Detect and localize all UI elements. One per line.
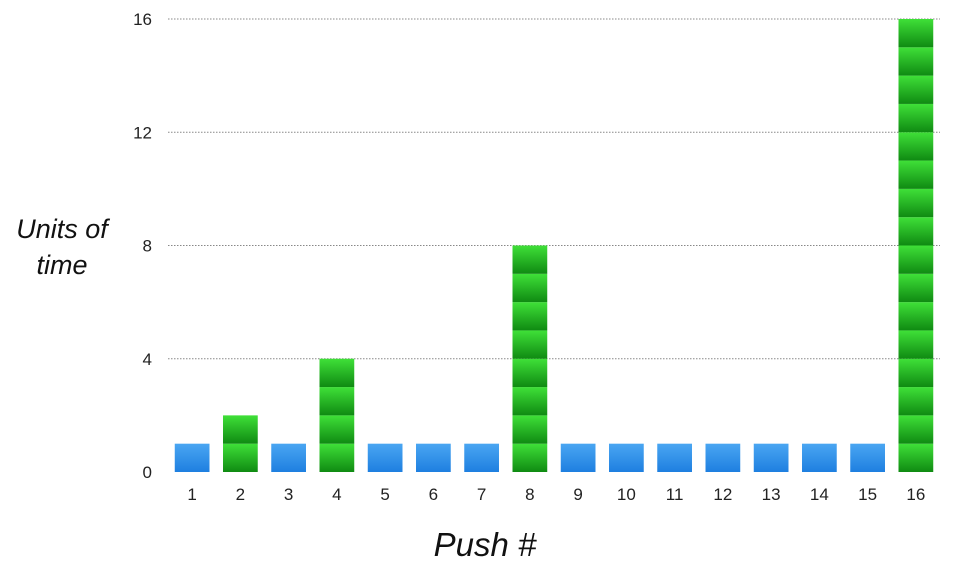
bar	[174, 443, 210, 472]
bar-segment	[898, 302, 934, 331]
bar-segment	[705, 443, 741, 472]
y-axis-label-line-1: Units of	[16, 214, 110, 244]
x-tick-label: 5	[380, 485, 389, 504]
bar-segment	[319, 387, 355, 416]
bar	[802, 443, 837, 472]
bar-segment	[223, 415, 258, 444]
gridlines	[168, 18, 940, 360]
bar-segment	[898, 217, 934, 246]
bar-segment	[512, 273, 548, 303]
bar-segment	[512, 358, 548, 388]
bar	[609, 443, 644, 472]
bar-segment	[367, 443, 403, 472]
bar	[271, 443, 306, 472]
bar-segment	[512, 443, 548, 472]
bar	[850, 443, 885, 472]
bar-segment	[898, 443, 934, 472]
y-tick-label: 4	[143, 350, 152, 369]
bar	[705, 443, 741, 472]
bar-segment	[898, 358, 934, 388]
y-tick-label: 12	[133, 123, 152, 142]
bar-segment	[898, 19, 934, 48]
bar-segment	[898, 160, 934, 189]
x-tick-label: 1	[187, 485, 196, 504]
x-tick-label: 9	[573, 485, 582, 504]
bar-segment	[609, 443, 644, 472]
bar-segment	[512, 387, 548, 416]
bar-segment	[319, 358, 355, 388]
bar-segment	[512, 245, 548, 274]
bar-segment	[174, 443, 210, 472]
y-axis-label-line-2: time	[36, 250, 87, 280]
bar	[512, 245, 548, 472]
x-tick-label: 6	[429, 485, 438, 504]
bar-segment	[898, 132, 934, 161]
bar-segment	[898, 188, 934, 218]
bar-segment	[512, 302, 548, 331]
x-tick-label: 12	[713, 485, 732, 504]
bar-segment	[416, 443, 451, 472]
bar-segment	[898, 245, 934, 274]
bar-segment	[319, 443, 355, 472]
y-axis-ticks: 0 4 8 12 16	[133, 10, 152, 482]
bar	[416, 443, 451, 472]
x-tick-label: 11	[666, 485, 684, 504]
bar-segment	[271, 443, 306, 472]
bar	[223, 415, 258, 472]
x-tick-label: 13	[762, 485, 781, 504]
bar-segment	[898, 330, 934, 359]
bar-segment	[898, 387, 934, 416]
bar-segment	[898, 273, 934, 303]
bar-segment	[464, 443, 499, 472]
x-tick-label: 4	[332, 485, 341, 504]
x-tick-label: 7	[477, 485, 486, 504]
x-tick-label: 15	[858, 485, 877, 504]
bar	[898, 19, 934, 472]
bar	[319, 358, 355, 472]
x-axis-ticks: 1 2 3 4 5 6 7 8 9 10 11 12 13 14 15 16	[187, 485, 925, 504]
bar	[753, 443, 789, 472]
bar-segment	[560, 443, 596, 472]
bar	[367, 443, 403, 472]
bar-segment	[512, 330, 548, 359]
bar	[464, 443, 499, 472]
bar-segment	[223, 443, 258, 472]
x-tick-label: 16	[906, 485, 925, 504]
bar-segment	[657, 443, 692, 472]
bar-segment	[898, 103, 934, 133]
x-axis-label: Push #	[434, 526, 537, 563]
bar-segment	[319, 415, 355, 444]
x-tick-label: 14	[810, 485, 829, 504]
bar-segment	[850, 443, 885, 472]
bar	[657, 443, 692, 472]
x-tick-label: 3	[284, 485, 293, 504]
x-tick-label: 2	[236, 485, 245, 504]
bar-segment	[898, 415, 934, 444]
bar-segment	[512, 415, 548, 444]
bars	[174, 19, 934, 472]
x-tick-label: 10	[617, 485, 636, 504]
bar-segment	[898, 47, 934, 76]
bar	[560, 443, 596, 472]
bar-segment	[753, 443, 789, 472]
bar-segment	[802, 443, 837, 472]
x-tick-label: 8	[525, 485, 534, 504]
y-tick-label: 16	[133, 10, 152, 29]
y-tick-label: 8	[143, 237, 152, 256]
y-tick-label: 0	[143, 463, 152, 482]
bar-segment	[898, 75, 934, 104]
